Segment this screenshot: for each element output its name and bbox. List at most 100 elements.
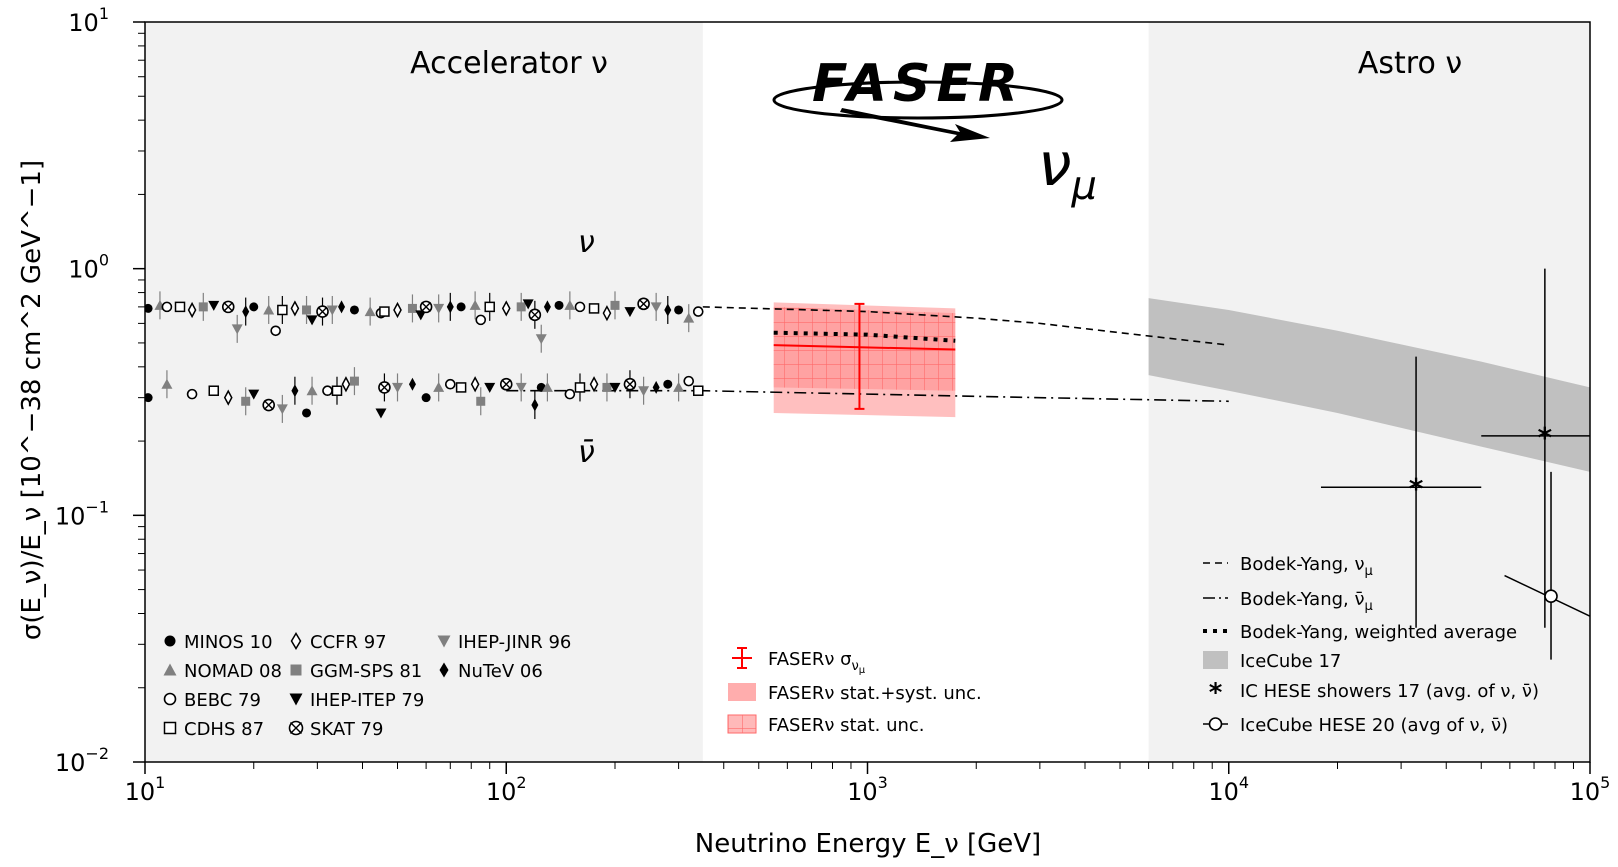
legend-marker-7 [288, 720, 304, 736]
nubar-point-34 [589, 376, 599, 393]
numu-annotation: νμ [1038, 130, 1097, 209]
legend-label-8: IHEP-JINR 96 [458, 632, 571, 653]
nubar-point-6 [248, 389, 260, 400]
legend-label-4: CCFR 97 [310, 632, 387, 653]
region-label-accelerator: Accelerator ν [410, 46, 608, 81]
legend-right-0: Bodek-Yang, νμ [1203, 554, 1373, 579]
nu-point-16 [306, 315, 318, 326]
nu-point-38 [535, 334, 547, 345]
legend-experiment-5: GGM-SPS 81 [290, 661, 422, 682]
nu-point-15 [302, 305, 312, 315]
nubar-point-24 [470, 376, 480, 393]
legend-star-icon: * [1209, 678, 1223, 708]
legend-experiment-8: IHEP-JINR 96 [437, 632, 571, 653]
nu-point-4 [187, 301, 197, 319]
y-axis-label: σ(E_ν)/E_ν [10^−38 cm^2 GeV^−1] [17, 160, 47, 640]
nubar-point-36 [609, 382, 621, 393]
series-6-errorbar [854, 302, 865, 410]
legend-label-5: GGM-SPS 81 [310, 661, 422, 682]
nu-point-26 [415, 310, 427, 321]
x-tick-label-4: 105 [1570, 773, 1611, 806]
nubar-point-29 [531, 398, 539, 412]
nu-point-5 [198, 302, 208, 312]
nubar-annotation: ν̄ [578, 435, 595, 470]
legend-right-label-0: Bodek-Yang, νμ [1240, 554, 1373, 579]
nubar-point-16 [375, 408, 387, 419]
nu-point-41 [564, 299, 576, 310]
legend-label-7: SKAT 79 [310, 719, 383, 740]
nu-point-33 [484, 301, 495, 313]
nubar-point-40 [663, 379, 673, 389]
nu-point-39 [543, 300, 551, 314]
nu-point-8 [231, 324, 243, 335]
nu-point-52 [692, 306, 704, 317]
nubar-point-15 [349, 376, 359, 386]
legend-marker-4 [290, 632, 302, 650]
nu-point-23 [379, 306, 390, 317]
series-8-point-0 [1544, 589, 1558, 604]
legend-label-3: CDHS 87 [184, 719, 264, 740]
nu-point-36 [522, 299, 534, 310]
series-7-star-1: * [1538, 421, 1553, 454]
legend-marker-9 [439, 662, 449, 678]
nu-point-43 [588, 303, 600, 314]
legend-experiment-0: MINOS 10 [164, 632, 273, 653]
y-tick-label-0: 10−2 [55, 744, 109, 777]
legend-experiment-4: CCFR 97 [290, 632, 387, 653]
legend-label-6: IHEP-ITEP 79 [310, 690, 424, 711]
x-tick-label-3: 104 [1208, 773, 1249, 806]
nu-point-9 [242, 305, 250, 319]
nubar-point-26 [484, 382, 496, 393]
legend-faser-band-icon [728, 683, 756, 701]
nubar-point-19 [408, 377, 416, 391]
nubar-point-20 [421, 393, 431, 403]
legend-marker-8 [437, 635, 451, 648]
legend-marker-3 [163, 721, 177, 735]
nu-point-27 [419, 300, 433, 314]
series-3-band [1148, 298, 1590, 472]
legend-marker-6 [289, 693, 303, 706]
region-label-astro: Astro ν [1358, 46, 1462, 81]
nubar-point-14 [341, 376, 351, 393]
legend-right-label-3: IceCube 17 [1240, 651, 1341, 672]
nubar-point-2 [186, 388, 198, 400]
legend-right-3: IceCube 17 [1203, 651, 1341, 672]
x-axis-label: Neutrino Energy E_ν [GeV] [695, 829, 1041, 859]
legend-label-0: MINOS 10 [184, 632, 273, 653]
legend-faser-label-0: FASERν σνμ [768, 649, 866, 676]
nu-point-30 [456, 302, 466, 312]
nubar-point-12 [322, 385, 333, 397]
nubar-point-31 [541, 381, 553, 392]
legend-faser-errorbar-icon [732, 647, 752, 669]
legend-marker-2 [163, 692, 177, 706]
legend-faser-1: FASERν stat.+syst. unc. [728, 683, 982, 704]
nubar-point-42 [683, 375, 695, 387]
legend-right-4: * IC HESE showers 17 (avg. of ν, ν̄) [1209, 678, 1539, 708]
nu-point-47 [637, 297, 650, 311]
series-7-err-0 [1320, 356, 1482, 628]
nu-point-28 [433, 303, 445, 314]
legend-label-2: BEBC 79 [184, 690, 261, 711]
series-6-line [773, 344, 956, 351]
nubar-point-23 [455, 382, 467, 393]
nubar-point-35 [602, 382, 612, 392]
nubar-point-18 [392, 382, 404, 393]
nubar-point-32 [564, 388, 576, 400]
nu-point-11 [263, 304, 275, 315]
x-tick-label-2: 103 [847, 773, 888, 806]
nu-point-24 [393, 301, 402, 319]
legend-experiment-7: SKAT 79 [288, 719, 383, 740]
nu-point-34 [501, 300, 511, 317]
series-7-err-1 [1481, 268, 1590, 628]
nubar-point-28 [515, 382, 527, 393]
legend-marker-1 [163, 663, 177, 676]
nubar-point-37 [623, 377, 637, 391]
nu-point-19 [338, 300, 346, 314]
nu-point-32 [475, 314, 487, 326]
nu-point-3 [174, 301, 186, 313]
nu-point-7 [221, 300, 235, 314]
faser-logo-text: FASER [812, 54, 1024, 114]
nu-point-35 [516, 302, 526, 312]
nu-point-20 [349, 305, 359, 315]
